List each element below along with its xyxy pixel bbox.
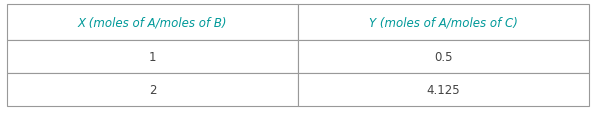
Bar xyxy=(298,41,589,73)
Text: X (moles of A/moles of B): X (moles of A/moles of B) xyxy=(78,16,227,29)
Text: 1: 1 xyxy=(149,51,156,64)
Text: 0.5: 0.5 xyxy=(434,51,453,64)
Text: Y (moles of A/moles of C): Y (moles of A/moles of C) xyxy=(369,16,518,29)
Text: 4.125: 4.125 xyxy=(427,83,460,96)
Bar xyxy=(7,73,298,106)
Text: 2: 2 xyxy=(149,83,156,96)
Bar xyxy=(7,5,298,41)
Bar xyxy=(7,41,298,73)
Bar xyxy=(298,73,589,106)
Bar xyxy=(298,5,589,41)
